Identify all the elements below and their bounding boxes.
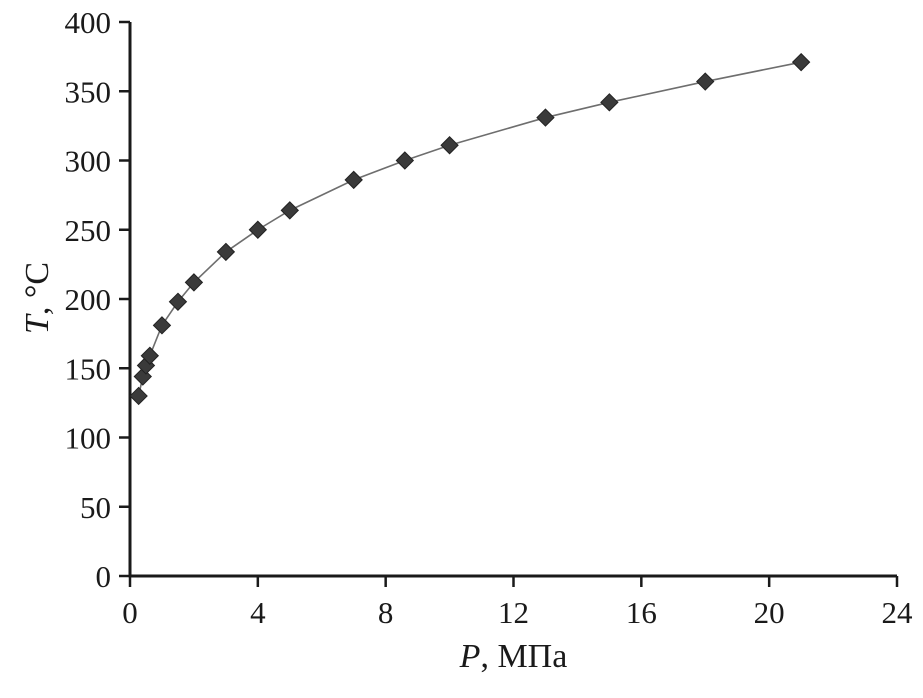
data-point [140,346,160,365]
data-point [184,273,204,292]
x-tick-label: 16 [626,595,657,630]
y-tick-label: 400 [65,5,112,40]
y-axis-variable: T [19,315,56,335]
x-tick-label: 4 [250,595,266,630]
data-point [600,93,619,112]
x-tick-label: 8 [378,595,394,630]
x-tick-label: 0 [122,595,138,630]
y-axis-label: T, °C [19,261,56,335]
data-point [791,52,811,72]
data-point [440,136,459,155]
axes-frame [128,22,897,578]
data-point [536,108,555,127]
data-point [216,242,236,262]
data-point [344,170,363,190]
y-tick-label: 150 [65,351,112,386]
y-tick-label: 300 [65,144,112,179]
data-point [696,72,715,91]
data-point [248,220,268,239]
x-tick-label: 24 [882,595,914,630]
data-point [152,316,172,335]
x-tick-label: 20 [754,595,785,630]
x-tick-label: 12 [498,595,529,630]
y-tick-label: 250 [65,213,112,248]
x-axis-label: P, МПа [130,640,897,674]
x-axis-unit: , МПа [480,638,568,675]
y-tick-label: 200 [65,282,112,317]
x-axis-variable: P [459,638,481,675]
series-line [137,61,802,397]
data-point [280,201,299,220]
y-axis-unit: , °C [19,261,56,316]
data-point [395,151,415,170]
y-tick-label: 350 [65,74,112,109]
y-tick-label: 50 [80,490,111,525]
data-point [129,386,148,406]
y-tick-label: 100 [65,421,112,456]
y-tick-label: 0 [96,559,112,594]
data-point [168,292,188,311]
